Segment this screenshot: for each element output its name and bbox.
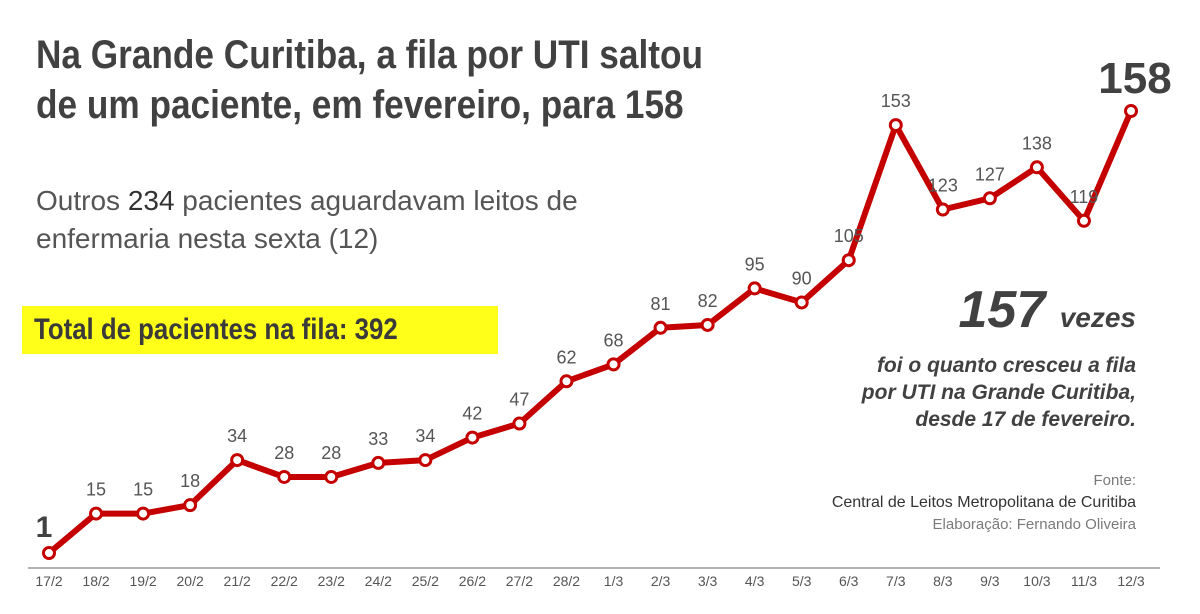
source-credit: Elaboração: Fernando Oliveira [932, 516, 1136, 533]
data-label: 153 [881, 91, 911, 111]
data-point [277, 469, 292, 484]
data-point [794, 295, 809, 310]
x-tick-label: 28/2 [553, 573, 580, 589]
x-tick-label: 18/2 [82, 573, 109, 589]
x-tick-label: 3/3 [698, 573, 718, 589]
x-tick-label: 6/3 [839, 573, 859, 589]
callout-unit: vezes [1059, 302, 1136, 333]
chart-title: Na Grande Curitiba, a fila por UTI salto… [36, 33, 703, 127]
x-tick-label: 22/2 [271, 573, 298, 589]
subtitle-number: 234 [127, 185, 175, 216]
data-point [465, 430, 480, 445]
data-label: 34 [415, 426, 435, 446]
total-label: Total de pacientes na fila: 392 [34, 313, 398, 346]
data-point [230, 453, 245, 468]
x-tick-label: 12/3 [1117, 573, 1144, 589]
x-tick-label: 10/3 [1023, 573, 1050, 589]
data-point [653, 320, 668, 335]
subtitle-prefix: Outros [36, 185, 128, 216]
data-label: 123 [928, 176, 958, 196]
data-point [1076, 213, 1091, 228]
series-line [46, 108, 1134, 556]
data-point [935, 202, 950, 217]
data-point [841, 253, 856, 268]
data-label: 105 [834, 226, 864, 246]
data-label: 95 [745, 254, 765, 274]
chart-subtitle: Outros 234 pacientes aguardavam leitos d… [36, 182, 596, 258]
data-point [512, 416, 527, 431]
x-tick-label: 2/3 [651, 573, 671, 589]
callout-line-3: desde 17 de fevereiro. [915, 408, 1136, 431]
data-point [1029, 160, 1044, 175]
callout-line-2: por UTI na Grande Curitiba, [861, 381, 1136, 404]
growth-callout: 157 vezes foi o quanto cresceu a fila po… [862, 280, 1136, 433]
callout-line-1: foi o quanto cresceu a fila [876, 354, 1136, 377]
x-tick-label: 21/2 [224, 573, 251, 589]
x-tick-label: 9/3 [980, 573, 1000, 589]
x-tick-label: 17/2 [35, 573, 62, 589]
data-point [371, 455, 386, 470]
data-label: 34 [227, 426, 247, 446]
data-label: 42 [462, 404, 482, 424]
x-tick-label: 25/2 [412, 573, 439, 589]
data-label: 81 [651, 294, 671, 314]
source-note: Fonte: Central de Leitos Metropolitana d… [832, 470, 1136, 536]
x-tick-label: 23/2 [318, 573, 345, 589]
data-label: 18 [180, 471, 200, 491]
data-point [324, 469, 339, 484]
data-label: 62 [556, 347, 576, 367]
data-label: 15 [133, 480, 153, 500]
x-tick-label: 11/3 [1071, 573, 1097, 589]
data-point [89, 506, 104, 521]
x-tick-label: 1/3 [604, 573, 624, 589]
x-tick-label: 24/2 [365, 573, 392, 589]
data-point [42, 546, 56, 560]
data-label: 158 [1098, 54, 1171, 103]
data-label: 15 [86, 480, 106, 500]
data-point [700, 317, 715, 332]
data-point [136, 506, 151, 521]
data-point [606, 357, 621, 372]
x-tick-label: 5/3 [792, 573, 812, 589]
source-label: Fonte: [1093, 472, 1136, 489]
data-label: 82 [698, 291, 718, 311]
data-point [1124, 104, 1138, 118]
data-point [982, 191, 997, 206]
callout-headline: 157 vezes [862, 280, 1136, 348]
data-point [559, 374, 574, 389]
subtitle-suffix: pacientes aguardavam leitos de enfermari… [36, 185, 578, 254]
data-point [747, 281, 762, 296]
x-tick-label: 20/2 [177, 573, 204, 589]
x-tick-label: 19/2 [129, 573, 156, 589]
data-point [183, 498, 198, 513]
callout-number: 157 [958, 281, 1046, 339]
callout-description: foi o quanto cresceu a fila por UTI na G… [862, 352, 1136, 433]
data-point [418, 453, 433, 468]
x-tick-label: 8/3 [933, 573, 953, 589]
data-label: 90 [792, 268, 812, 288]
x-tick-label: 4/3 [745, 573, 765, 589]
data-label: 47 [509, 389, 529, 409]
data-label: 68 [604, 330, 624, 350]
data-label: 138 [1022, 133, 1052, 153]
x-tick-label: 26/2 [459, 573, 486, 589]
data-label: 28 [321, 443, 341, 463]
data-label: 127 [975, 164, 1005, 184]
x-tick-label: 7/3 [886, 573, 906, 589]
data-point [888, 118, 903, 133]
x-tick-label: 27/2 [506, 573, 533, 589]
source-org: Central de Leitos Metropolitana de Curit… [831, 494, 1136, 511]
total-highlight-box: Total de pacientes na fila: 392 [22, 306, 498, 354]
data-label: 33 [368, 429, 388, 449]
data-label: 119 [1070, 187, 1099, 207]
data-label: 1 [36, 511, 53, 544]
data-label: 28 [274, 443, 294, 463]
